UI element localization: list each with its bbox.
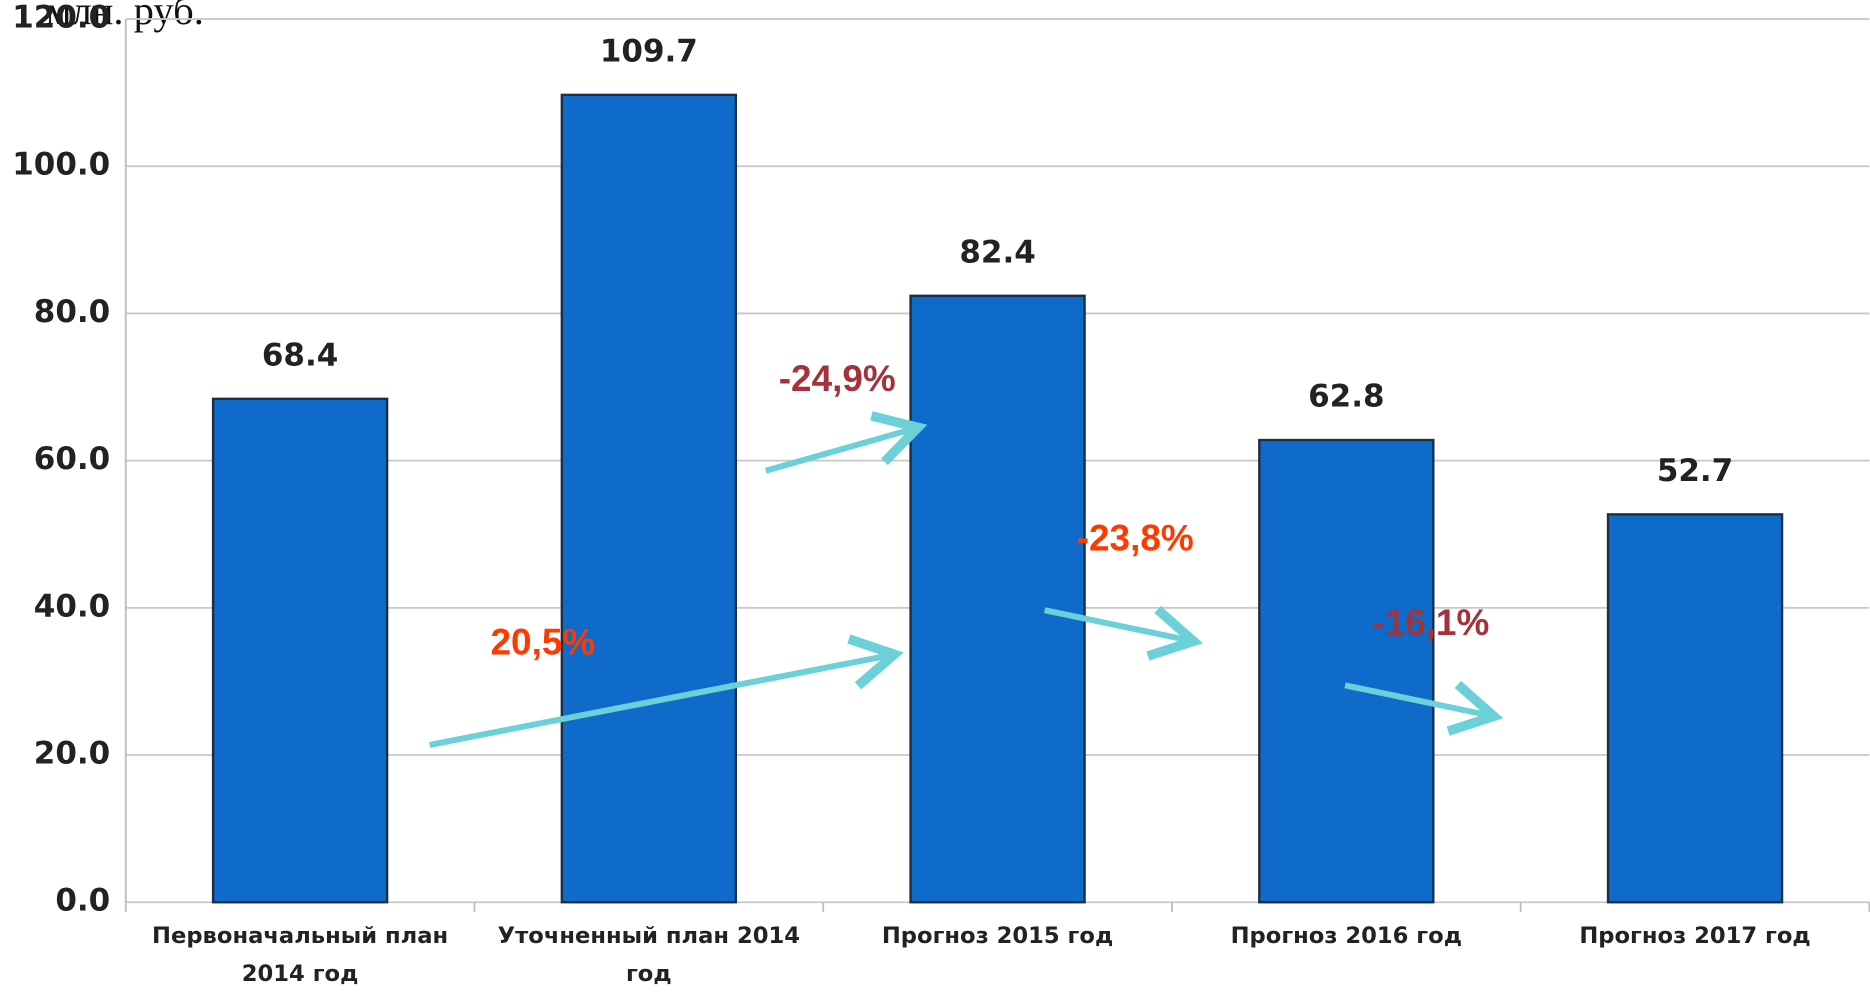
- x-tick-label: Первоначальный план 2014 год: [152, 922, 449, 987]
- arrow: [429, 634, 904, 748]
- y-tick-label: 80.0: [34, 294, 110, 330]
- x-tick-label-box: Прогноз 2017 год: [1579, 922, 1811, 949]
- arrow: [1344, 680, 1504, 736]
- y-tick-label: 60.0: [34, 441, 110, 477]
- annotation: 20,5%: [491, 621, 596, 662]
- x-tick-label-box: Первоначальный план 2014 год: [152, 922, 449, 987]
- arrow: [764, 411, 928, 474]
- annotation: -16,1%: [1372, 602, 1489, 643]
- value-label: 82.4: [959, 234, 1035, 270]
- x-tick-label: Уточненный план 2014 год: [497, 922, 800, 987]
- bar: [560, 93, 738, 904]
- x-tick-label-box: Уточненный план 2014 год: [497, 922, 800, 987]
- y-tick-label: 20.0: [34, 736, 110, 772]
- x-tick-label: Прогноз 2016 год: [1230, 922, 1462, 949]
- x-tick-label-box: Прогноз 2016 год: [1230, 922, 1462, 949]
- y-tick-label: 100.0: [12, 147, 110, 183]
- bar: [1258, 438, 1435, 904]
- bar: [211, 397, 389, 904]
- annotation: -24,9%: [779, 358, 896, 399]
- y-tick-label: 40.0: [34, 588, 110, 624]
- annotation: -23,8%: [1077, 518, 1194, 559]
- x-tick-label: Прогноз 2015 год: [881, 922, 1114, 949]
- bar: [909, 294, 1086, 904]
- y-tick-label: 0.0: [55, 883, 110, 919]
- arrow: [1044, 605, 1203, 661]
- value-label: 52.7: [1657, 453, 1733, 489]
- y-tick-label: 120.0: [12, 0, 110, 36]
- trend-arrows: [429, 411, 1504, 748]
- x-tick-label-box: Прогноз 2015 год: [881, 922, 1114, 949]
- bar: [1606, 513, 1784, 904]
- value-label: 109.7: [600, 34, 698, 70]
- value-label: 62.8: [1308, 379, 1384, 415]
- value-label: 68.4: [262, 337, 338, 373]
- x-tick-label: Прогноз 2017 год: [1579, 922, 1811, 949]
